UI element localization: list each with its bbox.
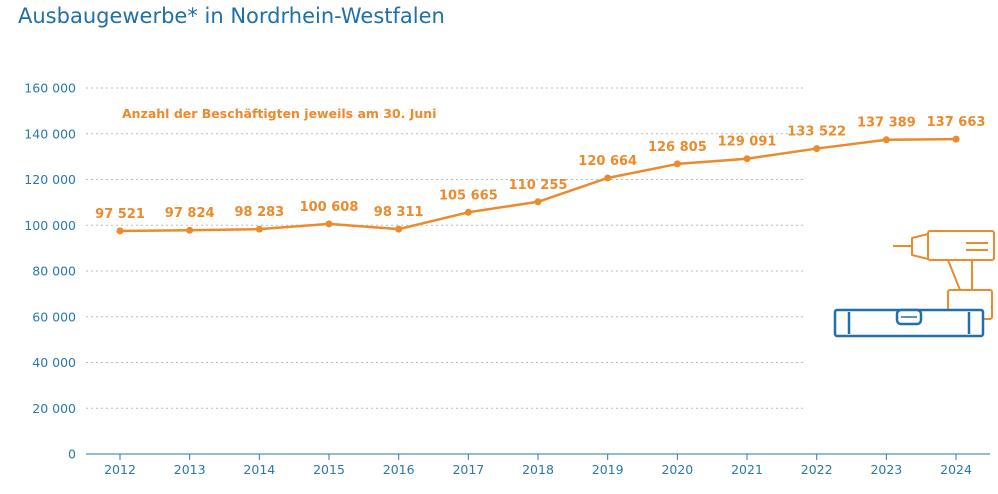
y-tick-label: 100 000 (24, 218, 76, 233)
data-label: 100 608 (300, 200, 359, 215)
data-label: 126 805 (648, 140, 707, 155)
y-tick-label: 120 000 (24, 172, 76, 187)
data-label: 98 311 (374, 205, 424, 220)
chart-title: Ausbaugewerbe* in Nordrhein-Westfalen (18, 4, 445, 28)
y-tick-label: 20 000 (32, 401, 76, 416)
power-drill-icon (893, 230, 995, 320)
x-tick-label: 2014 (243, 462, 275, 477)
data-labels: 97 521 97 824 98 283 100 608 98 311 105 665 11… (95, 115, 985, 222)
data-point (604, 174, 612, 182)
x-tick-label: 2021 (731, 462, 763, 477)
y-tick-label: 140 000 (24, 126, 76, 141)
data-point (395, 225, 403, 233)
data-label: 133 522 (787, 125, 846, 140)
data-point (255, 225, 263, 233)
spirit-level-icon (833, 308, 985, 338)
x-tick-label: 2024 (940, 462, 972, 477)
data-point (186, 226, 194, 234)
x-tick-label: 2016 (383, 462, 415, 477)
y-tick-label: 0 (68, 447, 76, 462)
data-label: 120 664 (578, 154, 637, 169)
data-point (882, 136, 890, 144)
data-point (673, 160, 681, 168)
y-tick-label: 60 000 (32, 309, 76, 324)
data-point (813, 145, 821, 153)
y-tick-label: 160 000 (24, 81, 76, 96)
gridlines (86, 87, 805, 409)
x-tick-label: 2022 (801, 462, 833, 477)
data-point (952, 135, 960, 143)
data-points (116, 135, 960, 235)
data-label: 129 091 (718, 135, 777, 150)
x-tick-label: 2012 (104, 462, 136, 477)
data-label: 98 283 (234, 205, 284, 220)
x-axis-ticks: 2012 2013 2014 2015 2016 2017 2018 2019 2020 2021… (104, 454, 972, 477)
x-tick-label: 2018 (522, 462, 554, 477)
data-point (534, 198, 542, 206)
y-tick-label: 40 000 (32, 355, 76, 370)
data-point (116, 227, 124, 235)
y-axis-ticks: 0 20 000 40 000 60 000 80 000 100 000 120 000 1… (24, 81, 76, 462)
x-tick-label: 2020 (661, 462, 693, 477)
y-tick-label: 80 000 (32, 264, 76, 279)
data-point (464, 208, 472, 216)
data-label: 137 663 (927, 115, 986, 130)
x-tick-label: 2013 (174, 462, 206, 477)
data-label: 97 824 (165, 206, 215, 221)
chart-subtitle: Anzahl der Beschäftigten jeweils am 30. … (122, 106, 437, 121)
x-tick-label: 2023 (870, 462, 902, 477)
data-point (743, 155, 751, 163)
data-label: 105 665 (439, 188, 498, 203)
x-tick-label: 2019 (592, 462, 624, 477)
x-tick-label: 2015 (313, 462, 345, 477)
data-point (325, 220, 333, 228)
data-label: 110 255 (509, 178, 568, 193)
data-label: 97 521 (95, 207, 145, 222)
x-tick-label: 2017 (452, 462, 484, 477)
data-label: 137 389 (857, 116, 916, 131)
